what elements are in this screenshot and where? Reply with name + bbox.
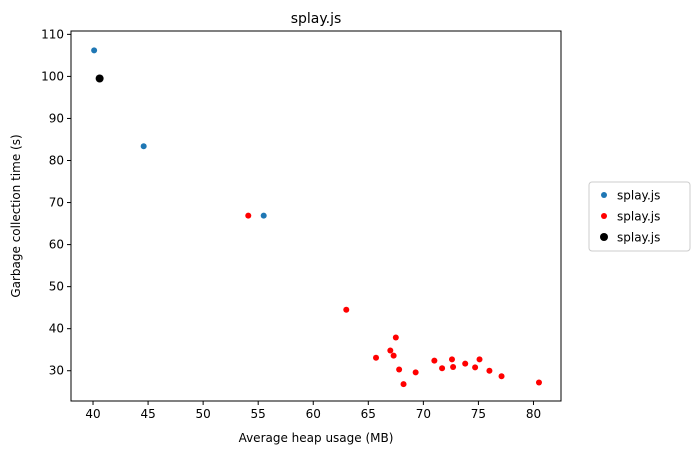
- data-point-series-2: [400, 381, 407, 388]
- data-point-series-2: [343, 306, 350, 313]
- legend-marker-series-3: [600, 233, 608, 241]
- data-point-series-2: [387, 347, 394, 354]
- data-point-series-2: [439, 365, 446, 372]
- y-tick-label: 60: [49, 238, 64, 252]
- data-point-series-2: [373, 354, 380, 361]
- y-tick-label: 70: [49, 196, 64, 210]
- x-tick-label: 65: [361, 407, 376, 421]
- x-tick-label: 70: [416, 407, 431, 421]
- legend-marker-series-1: [601, 192, 607, 198]
- data-point-series-2: [462, 360, 469, 367]
- y-tick-label: 110: [41, 27, 64, 41]
- legend-box: [588, 181, 691, 252]
- y-axis-label: Garbage collection time (s): [9, 134, 23, 297]
- data-point-series-2: [535, 379, 542, 386]
- y-tick-label: 40: [49, 322, 64, 336]
- legend-label-series-1: splay.js: [617, 189, 660, 203]
- legend-label-series-2: splay.js: [617, 210, 660, 224]
- data-point-series-2: [448, 356, 455, 363]
- data-point-series-1: [91, 47, 98, 54]
- data-point-series-2: [390, 352, 397, 359]
- data-point-series-2: [245, 212, 252, 219]
- y-tick-label: 80: [49, 154, 64, 168]
- legend-marker-series-2: [601, 213, 607, 219]
- data-point-series-2: [396, 366, 403, 373]
- data-point-series-2: [486, 367, 493, 374]
- legend-label-series-3: splay.js: [617, 231, 660, 245]
- x-axis-label: Average heap usage (MB): [239, 431, 394, 445]
- x-tick-label: 45: [140, 407, 155, 421]
- data-point-series-2: [450, 363, 457, 370]
- data-point-series-3: [95, 74, 104, 83]
- data-point-series-2: [476, 356, 483, 363]
- x-tick-label: 40: [85, 407, 100, 421]
- data-point-series-1: [140, 143, 147, 150]
- y-axis: 30 40 50 60 70 80 90 100 110: [41, 27, 71, 378]
- plot-marks: [91, 47, 542, 388]
- y-tick-label: 100: [41, 69, 64, 83]
- x-tick-label: 60: [306, 407, 321, 421]
- data-point-series-2: [392, 334, 399, 341]
- data-point-series-1: [260, 212, 267, 219]
- chart-title: splay.js: [291, 11, 342, 27]
- y-tick-label: 50: [49, 280, 64, 294]
- y-tick-label: 90: [49, 111, 64, 125]
- y-tick-label: 30: [49, 364, 64, 378]
- data-point-series-2: [498, 373, 505, 380]
- data-point-series-2: [412, 369, 419, 376]
- x-tick-label: 55: [251, 407, 266, 421]
- x-tick-label: 80: [526, 407, 541, 421]
- data-point-series-2: [472, 364, 479, 371]
- x-tick-label: 75: [471, 407, 486, 421]
- data-point-series-2: [431, 357, 438, 364]
- legend: splay.js splay.js splay.js: [588, 181, 691, 252]
- plot-frame: [70, 30, 562, 402]
- x-axis: 40 45 50 55 60 65 70 75 80: [85, 401, 541, 421]
- x-tick-label: 50: [195, 407, 210, 421]
